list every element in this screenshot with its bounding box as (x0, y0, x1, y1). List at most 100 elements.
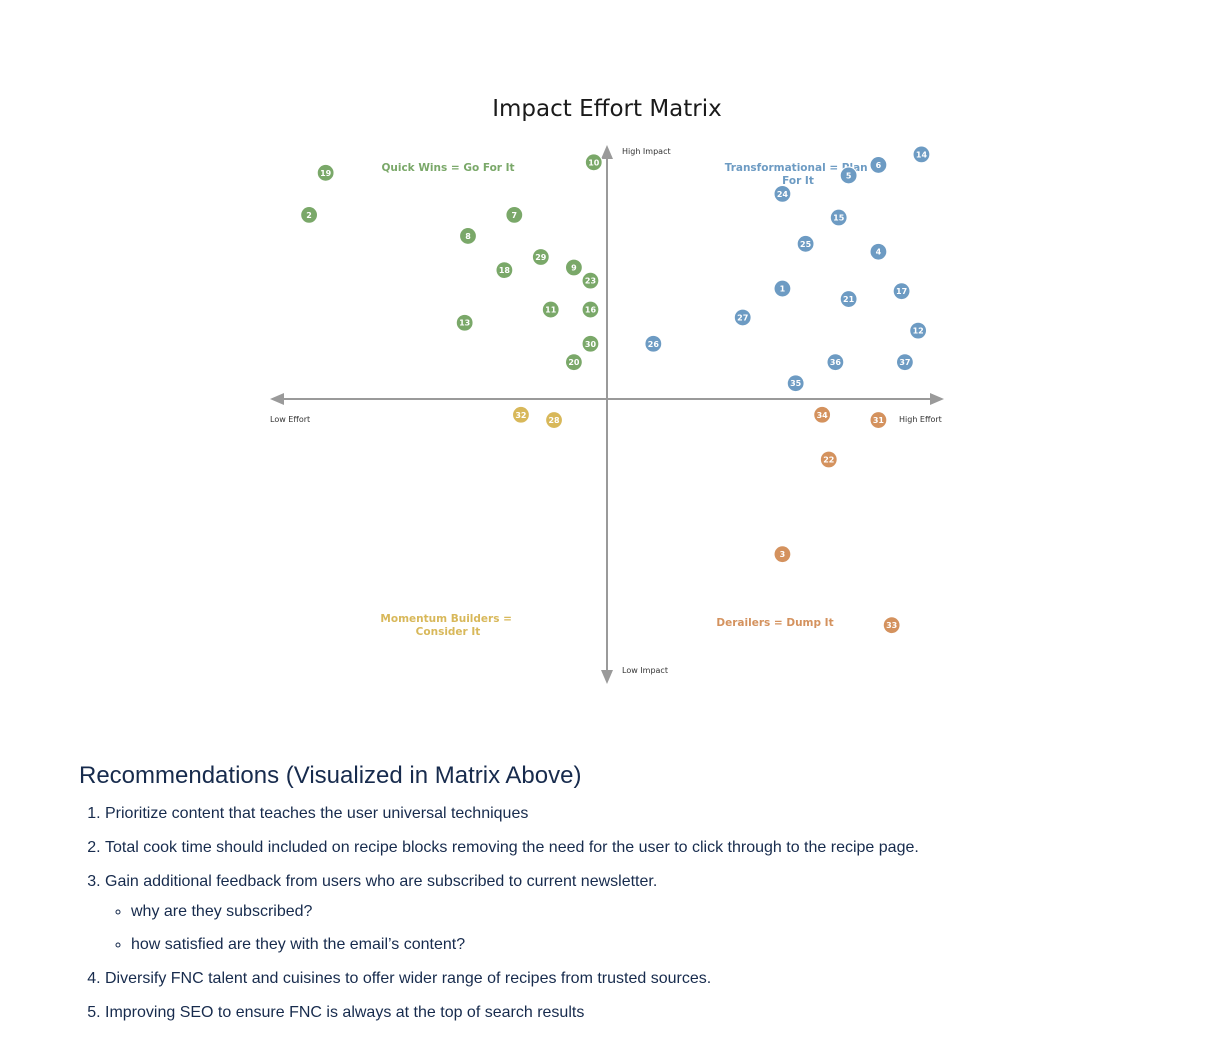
data-point-label: 34 (817, 411, 829, 420)
data-point: 28 (544, 410, 564, 430)
recommendations-section: Recommendations (Visualized in Matrix Ab… (79, 762, 1179, 1037)
data-point-label: 10 (588, 158, 600, 167)
data-point: 24 (773, 184, 792, 203)
chart-title: Impact Effort Matrix (492, 96, 722, 122)
recommendation-subitem: how satisfied are they with the email’s … (131, 935, 1179, 955)
recommendation-item: Prioritize content that teaches the user… (105, 804, 1179, 824)
data-point-label: 29 (535, 253, 547, 262)
data-point: 13 (455, 313, 474, 332)
data-point-label: 25 (800, 240, 812, 249)
data-point-label: 26 (648, 340, 660, 349)
recommendation-text: Gain additional feedback from users who … (105, 873, 658, 890)
data-point-label: 12 (913, 327, 924, 336)
data-point-label: 13 (459, 319, 470, 328)
recommendation-subitem: why are they subscribed? (131, 902, 1179, 922)
data-point-label: 31 (873, 416, 885, 425)
data-point-marker (544, 410, 564, 430)
y-axis-top-arrow (601, 145, 613, 159)
x-low-label: Low Effort (270, 415, 310, 424)
data-point-marker (882, 616, 901, 635)
quadrant-label-line: Quick Wins = Go For It (381, 162, 514, 174)
recommendations-heading: Recommendations (Visualized in Matrix Ab… (79, 762, 582, 789)
quadrant-label-line: Momentum Builders = (380, 613, 512, 625)
data-point: 1 (773, 279, 792, 298)
x-high-label: High Effort (899, 415, 942, 424)
data-point: 35 (786, 374, 805, 393)
data-point-label: 21 (843, 295, 855, 304)
data-point: 36 (826, 353, 845, 372)
data-point: 10 (584, 153, 603, 172)
data-point: 18 (495, 261, 514, 280)
data-point-label: 22 (823, 455, 834, 464)
data-point-marker (564, 353, 584, 372)
y-axis-bottom-arrow (601, 670, 613, 684)
data-point-marker (829, 208, 848, 227)
data-point-label: 14 (916, 150, 928, 159)
data-point: 33 (882, 616, 901, 635)
quadrant-label-line: Consider It (416, 626, 481, 638)
data-point-marker (581, 334, 600, 353)
data-point: 29 (531, 247, 550, 267)
data-point-label: 27 (737, 313, 748, 322)
data-point: 3 (773, 545, 792, 564)
data-point-label: 32 (515, 411, 526, 420)
data-point-marker (869, 155, 888, 175)
data-point-marker (773, 279, 792, 298)
recommendation-text: Prioritize content that teaches the user… (105, 805, 529, 822)
recommendation-sublist: why are they subscribed? how satisfied a… (105, 902, 1179, 955)
data-point: 7 (505, 205, 524, 224)
data-point: 22 (819, 450, 838, 469)
recommendation-item: Total cook time should included on recip… (105, 838, 1179, 858)
data-point: 6 (869, 155, 888, 175)
data-point: 34 (813, 405, 832, 424)
data-point-marker (455, 313, 474, 332)
recommendation-item: Diversify FNC talent and cuisines to off… (105, 969, 1179, 989)
data-point: 26 (644, 334, 663, 353)
data-point-marker (511, 405, 531, 424)
data-point-marker (505, 205, 524, 224)
data-point-marker (733, 308, 752, 327)
data-point-label: 30 (585, 340, 597, 349)
quadrant-label-line: Derailers = Dump It (716, 617, 833, 629)
data-point: 2 (300, 205, 319, 224)
quadrant-label-transformational: Transformational = Plan For It (725, 162, 872, 187)
data-point-marker (892, 282, 911, 301)
data-point-label: 18 (499, 266, 511, 275)
data-point-label: 28 (548, 416, 560, 425)
data-point-marker (581, 300, 600, 319)
data-point-label: 24 (777, 190, 789, 199)
recommendation-item: Gain additional feedback from users who … (105, 872, 1179, 955)
data-point-marker (773, 545, 792, 564)
data-point-marker (909, 321, 928, 340)
data-point-label: 9 (571, 264, 577, 273)
data-point-marker (912, 145, 931, 164)
data-point-marker (813, 405, 832, 424)
data-point-marker (869, 410, 888, 430)
quadrant-label-momentum: Momentum Builders = Consider It (380, 613, 515, 638)
data-point: 17 (892, 282, 911, 301)
data-point: 23 (581, 271, 600, 290)
data-point-marker (458, 226, 478, 246)
data-point-marker (773, 184, 792, 203)
data-point-marker (826, 353, 845, 372)
data-point: 32 (511, 405, 531, 424)
data-point-label: 3 (780, 550, 786, 559)
data-point: 31 (869, 410, 888, 430)
data-point-label: 5 (846, 171, 852, 180)
data-point-label: 1 (780, 285, 786, 294)
data-point-marker (839, 166, 858, 185)
data-point-label: 6 (876, 161, 882, 170)
data-point: 14 (912, 145, 931, 164)
data-point: 19 (316, 163, 335, 182)
data-point: 21 (839, 289, 858, 309)
data-point-marker (495, 261, 514, 280)
data-point: 37 (895, 353, 915, 372)
data-point-marker (564, 258, 584, 277)
data-point-marker (895, 353, 915, 372)
y-high-label: High Impact (622, 147, 671, 156)
quadrant-label-derailers: Derailers = Dump It (716, 617, 833, 629)
data-point-label: 11 (545, 306, 557, 315)
data-point: 25 (796, 234, 815, 253)
data-point-label: 4 (876, 248, 882, 257)
data-point-label: 19 (320, 169, 332, 178)
